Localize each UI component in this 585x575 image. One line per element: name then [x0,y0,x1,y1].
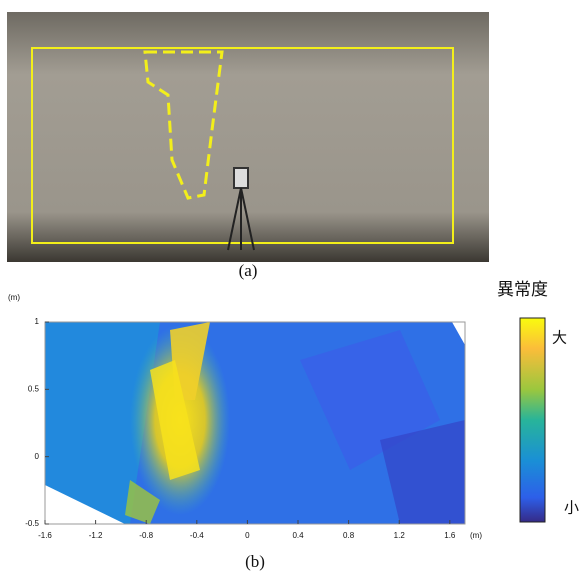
caption-a: (a) [239,261,258,280]
x-tick-label: -0.4 [190,531,204,540]
caption-b: (b) [245,552,265,571]
x-tick-label: 0.8 [343,531,355,540]
x-tick-label: 1.6 [444,531,456,540]
y-unit: (m) [8,293,20,302]
x-tick-label: -1.2 [89,531,103,540]
y-tick-label: 0 [35,452,40,461]
figure: (a) (m) (m) (b) 異常度 大 小 -1.6 -1.2 -0.8 -0.4… [0,0,585,575]
x-tick-label: 0.4 [292,531,304,540]
x-tick-label: -0.8 [139,531,153,540]
x-tick-label: 0 [245,531,250,540]
colorbar-title: 異常度 [497,280,548,300]
colorbar [520,318,545,522]
x-unit: (m) [470,531,482,540]
photo [7,12,489,262]
y-tick-label: -0.5 [25,519,39,528]
x-tick-label: 1.2 [394,531,406,540]
y-tick-label: 1 [35,317,40,326]
heatmap [45,322,465,524]
colorbar-high: 大 [552,329,567,347]
x-tick-label: -1.6 [38,531,52,540]
colorbar-low: 小 [564,499,579,517]
y-tick-label: 0.5 [28,384,40,393]
